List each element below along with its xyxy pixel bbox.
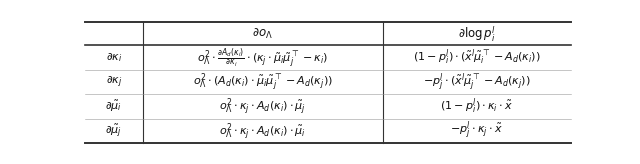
Text: $\partial \kappa_j$: $\partial \kappa_j$ [106,74,122,90]
Text: $o_\Lambda^2 \cdot \kappa_j \cdot A_d(\kappa_i) \cdot \tilde{\mu}_i$: $o_\Lambda^2 \cdot \kappa_j \cdot A_d(\k… [219,121,306,142]
Text: $o_\Lambda^2 \cdot \kappa_j \cdot A_d(\kappa_i) \cdot \tilde{\mu}_j$: $o_\Lambda^2 \cdot \kappa_j \cdot A_d(\k… [219,96,306,117]
Text: $-p_j^l \cdot (\tilde{x}^l \tilde{\mu}_j^\top - A_d(\kappa_j))$: $-p_j^l \cdot (\tilde{x}^l \tilde{\mu}_j… [423,71,531,93]
Text: $(1 - p_i^l) \cdot (\tilde{x}^l \tilde{\mu}_i^\top - A_d(\kappa_i))$: $(1 - p_i^l) \cdot (\tilde{x}^l \tilde{\… [413,48,541,67]
Text: $-p_j^l \cdot \kappa_j \cdot \tilde{x}$: $-p_j^l \cdot \kappa_j \cdot \tilde{x}$ [451,120,503,142]
Text: $(1 - p_i^l) \cdot \kappa_i \cdot \tilde{x}$: $(1 - p_i^l) \cdot \kappa_i \cdot \tilde… [440,97,513,116]
Text: $\partial o_\Lambda$: $\partial o_\Lambda$ [252,27,273,41]
Text: $o_\Lambda^2 \cdot \frac{\partial A_d(\kappa_i)}{\partial \kappa_i} \cdot (\kapp: $o_\Lambda^2 \cdot \frac{\partial A_d(\k… [197,46,328,70]
Text: $\partial \log p_i^l$: $\partial \log p_i^l$ [458,24,496,43]
Text: $\partial \kappa_i$: $\partial \kappa_i$ [106,51,122,64]
Text: $o_\Lambda^2 \cdot (A_d(\kappa_i) \cdot \tilde{\mu}_i \tilde{\mu}_j^\top - A_d(\: $o_\Lambda^2 \cdot (A_d(\kappa_i) \cdot … [193,71,333,93]
Text: $\partial \tilde{\mu}_i$: $\partial \tilde{\mu}_i$ [106,99,122,114]
Text: $\partial \tilde{\mu}_j$: $\partial \tilde{\mu}_j$ [106,122,122,140]
